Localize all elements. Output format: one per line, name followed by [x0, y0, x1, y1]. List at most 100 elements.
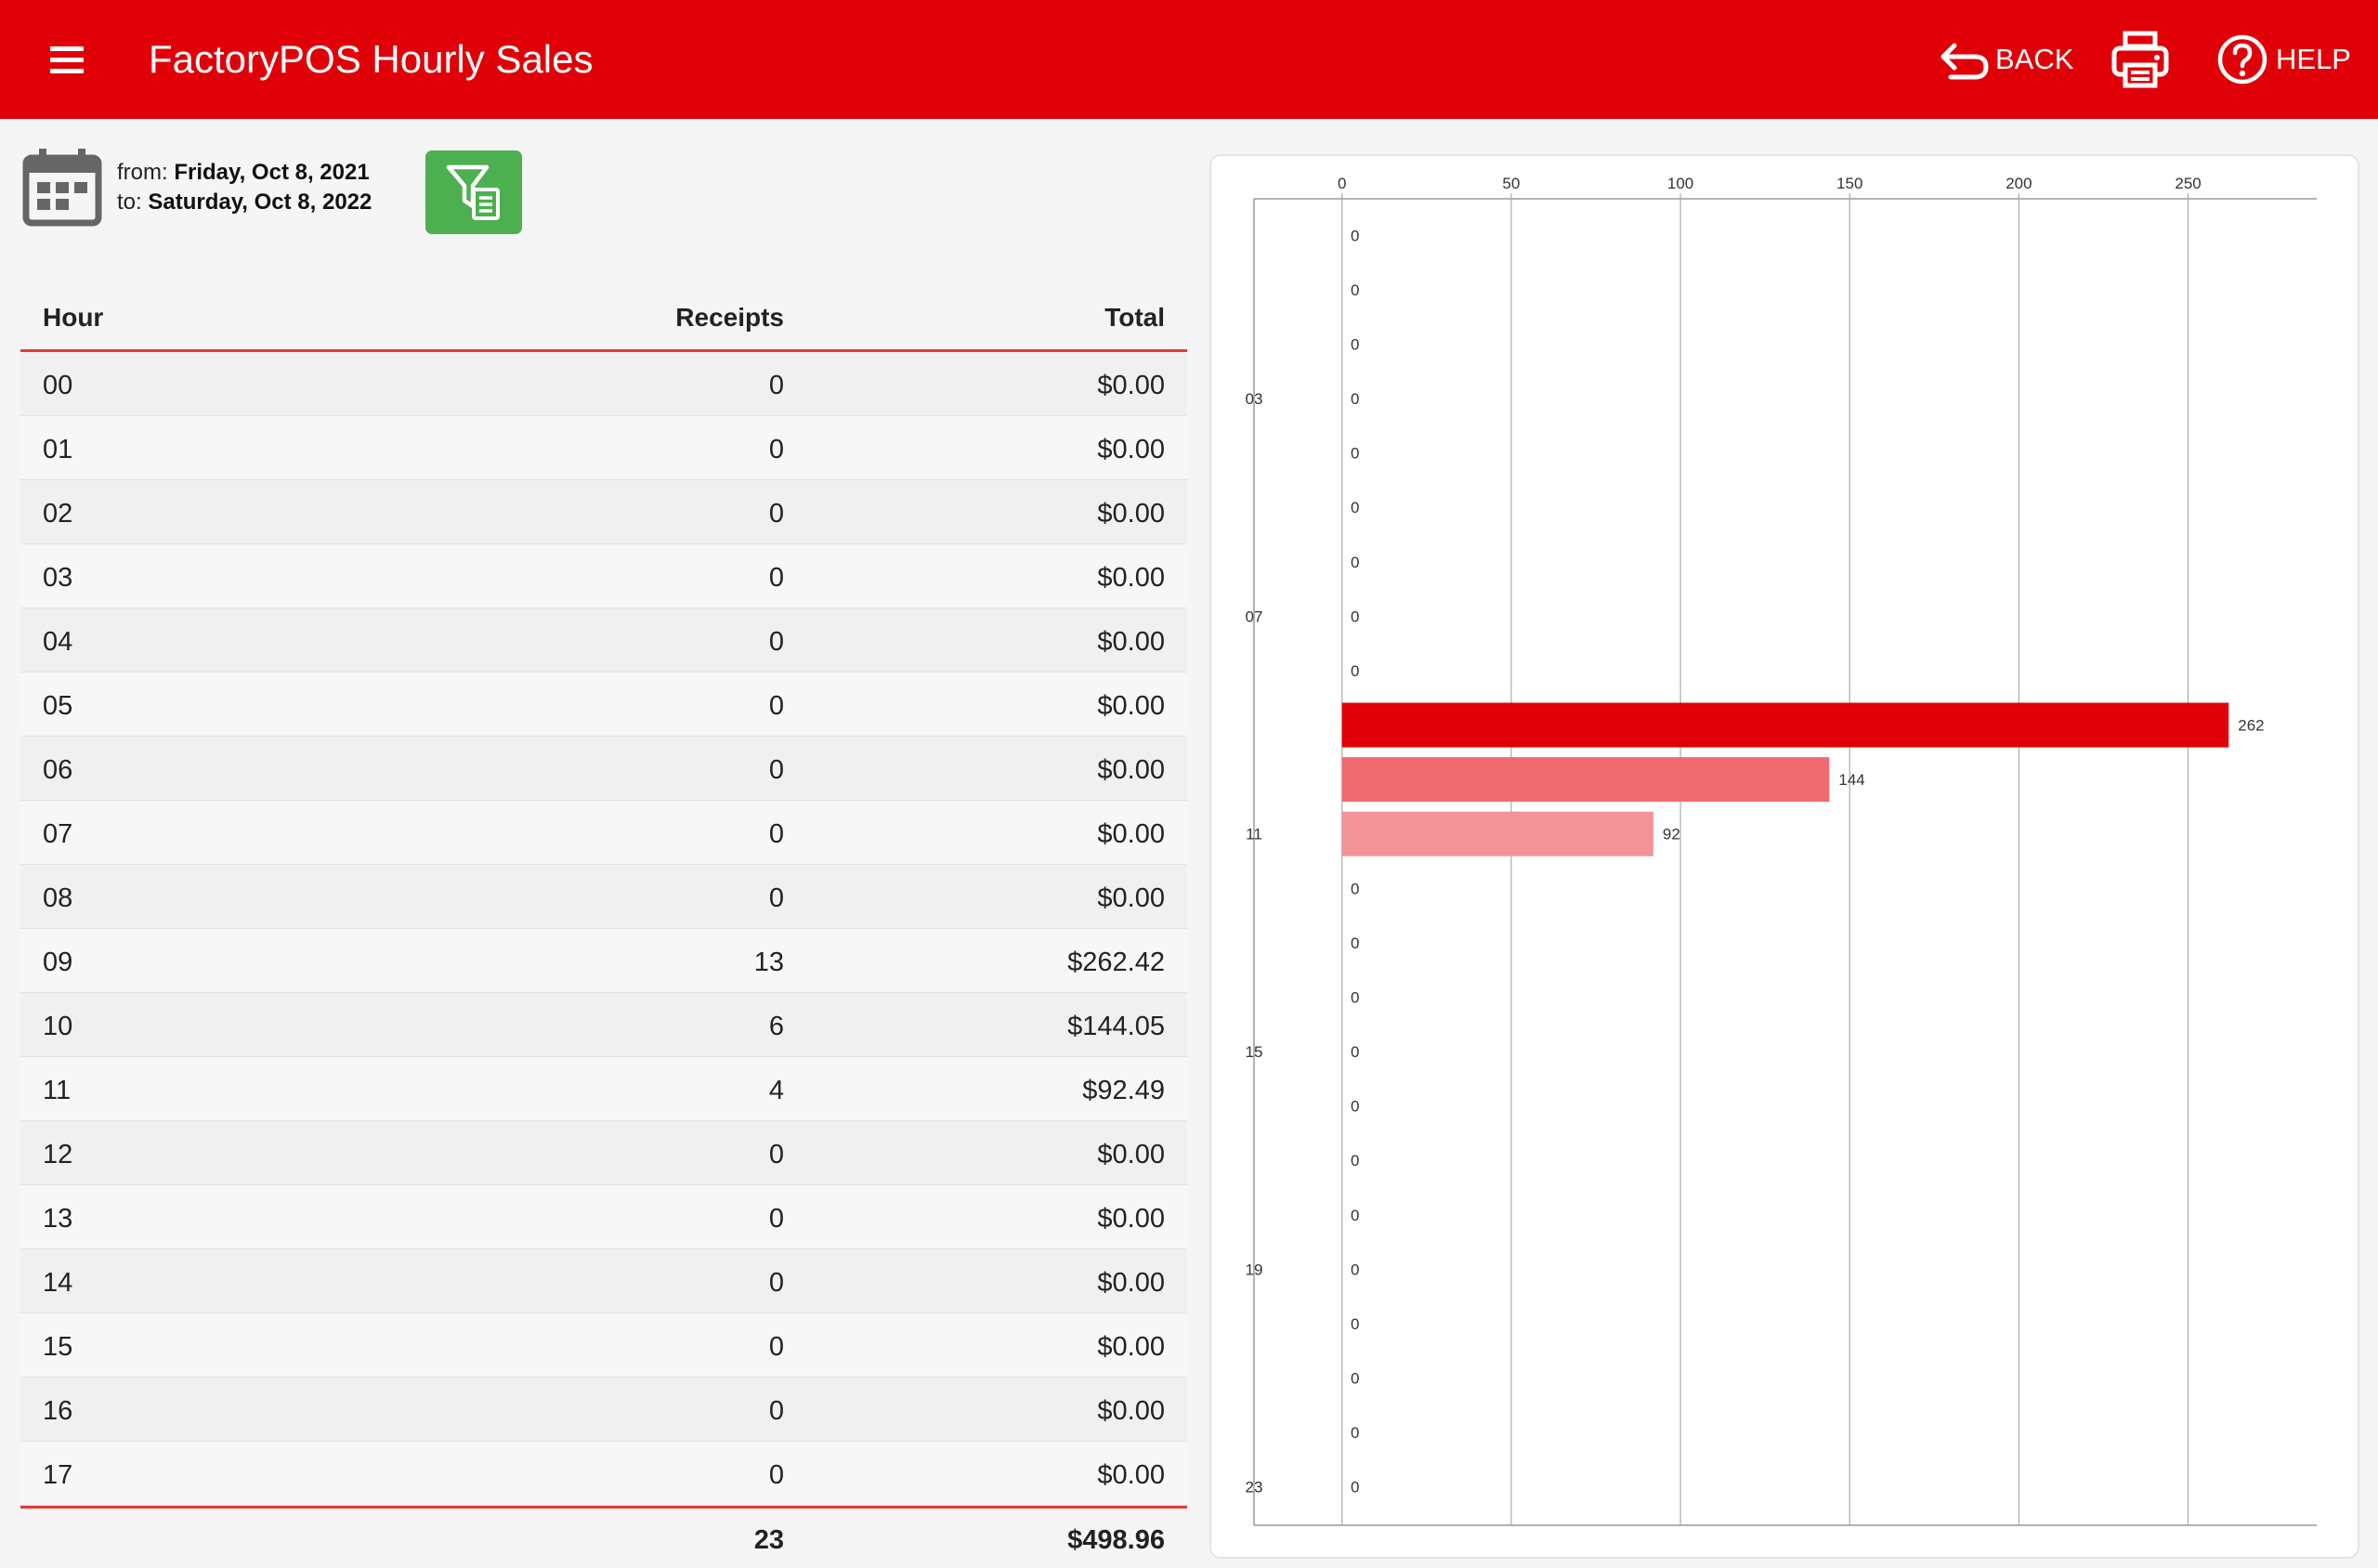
row-receipts-cell: 0: [768, 819, 784, 849]
bar-hour-10[interactable]: [1341, 757, 1830, 803]
y-tick-label: 07: [1246, 608, 1263, 625]
bar-value-label: 0: [1351, 1098, 1359, 1116]
table-row[interactable]: 05 0 $0.00: [20, 673, 1187, 737]
table-row[interactable]: 17 0 $0.00: [20, 1442, 1187, 1506]
row-receipts-cell: 6: [768, 1012, 784, 1041]
table-row[interactable]: 07 0 $0.00: [20, 801, 1187, 865]
x-tick-label: 100: [1667, 175, 1693, 192]
filter-report-icon: [446, 164, 500, 220]
row-total-cell: $0.00: [1097, 1204, 1165, 1234]
page-title: FactoryPOS Hourly Sales: [149, 37, 594, 81]
print-button[interactable]: [2110, 30, 2170, 89]
row-hour-cell: 07: [43, 819, 73, 849]
bar-hour-11[interactable]: [1341, 811, 1653, 856]
row-receipts-cell: 0: [768, 627, 784, 657]
row-receipts-cell: 0: [768, 371, 784, 400]
bar-value-label: 0: [1351, 1207, 1359, 1224]
row-total-cell: $0.00: [1097, 1460, 1165, 1490]
printer-icon: [2111, 31, 2169, 88]
row-hour-cell: 12: [43, 1140, 73, 1169]
bar-value-label: 0: [1351, 1043, 1359, 1061]
bar-value-label: 0: [1351, 934, 1359, 952]
bar-value-label: 0: [1351, 662, 1359, 680]
hourly-sales-bar-chart: 0 50 100 150 200 250 03 07 11 15 19 23 0 0 0 0 0 0 0 0 0 262 1…: [1246, 175, 2317, 1526]
row-hour-cell: 08: [43, 883, 73, 913]
table-row[interactable]: 02 0 $0.00: [20, 480, 1187, 544]
row-total-cell: $0.00: [1097, 371, 1165, 400]
row-receipts-cell: 0: [768, 755, 784, 785]
table-row[interactable]: 01 0 $0.00: [20, 416, 1187, 480]
table-row[interactable]: 15 0 $0.00: [20, 1313, 1187, 1378]
bar-value-label: 0: [1351, 554, 1359, 571]
help-button[interactable]: HELP: [2216, 32, 2351, 87]
table-row[interactable]: 06 0 $0.00: [20, 737, 1187, 801]
row-hour-cell: 16: [43, 1396, 73, 1426]
y-tick-label: 03: [1246, 390, 1263, 408]
bar-value-label: 0: [1351, 1424, 1359, 1442]
footer-sales-total: $498.96: [1067, 1525, 1165, 1555]
back-button[interactable]: BACK: [1940, 32, 2073, 87]
table-row[interactable]: 12 0 $0.00: [20, 1121, 1187, 1185]
table-row[interactable]: 08 0 $0.00: [20, 865, 1187, 929]
bar-value-label: 0: [1351, 988, 1359, 1006]
table-row[interactable]: 09 13 $262.42: [20, 929, 1187, 993]
table-row[interactable]: 00 0 $0.00: [20, 352, 1187, 416]
row-receipts-cell: 0: [768, 1204, 784, 1234]
row-total-cell: $92.49: [1082, 1076, 1165, 1105]
row-hour-cell: 11: [43, 1076, 72, 1105]
row-hour-cell: 06: [43, 755, 73, 785]
bar-value-label: 0: [1351, 281, 1359, 299]
table-row[interactable]: 10 6 $144.05: [20, 993, 1187, 1057]
bar-value-label: 0: [1351, 1261, 1359, 1278]
back-label: BACK: [1995, 43, 2074, 75]
row-receipts-cell: 0: [768, 883, 784, 913]
row-total-cell: $0.00: [1097, 819, 1165, 849]
to-label: to:: [117, 189, 142, 215]
row-total-cell: $0.00: [1097, 1140, 1165, 1169]
top-app-bar: FactoryPOS Hourly Sales BACK HELP: [0, 0, 2378, 119]
bar-value-label: 0: [1351, 499, 1359, 516]
hamburger-menu-icon[interactable]: [45, 37, 89, 82]
row-receipts-cell: 0: [768, 691, 784, 721]
bar-hour-09[interactable]: [1341, 702, 2229, 748]
table-row[interactable]: 14 0 $0.00: [20, 1249, 1187, 1313]
row-total-cell: $0.00: [1097, 435, 1165, 464]
row-receipts-cell: 0: [768, 435, 784, 464]
row-receipts-cell: 0: [768, 1268, 784, 1298]
x-tick-label: 150: [1836, 175, 1862, 192]
column-header-total[interactable]: Total: [1104, 303, 1165, 332]
row-hour-cell: 03: [43, 563, 73, 593]
row-receipts-cell: 13: [753, 947, 784, 977]
table-row[interactable]: 03 0 $0.00: [20, 544, 1187, 608]
row-total-cell: $262.42: [1067, 947, 1165, 977]
filter-button[interactable]: [425, 150, 522, 234]
row-hour-cell: 01: [43, 435, 73, 464]
bar-value-label: 0: [1351, 335, 1359, 353]
row-receipts-cell: 0: [768, 563, 784, 593]
hourly-sales-table: Hour Receipts Total 00 0 $0.00 01 0 $0.00 02 0 $…: [20, 294, 1187, 1568]
bar-value-label: 0: [1351, 1370, 1359, 1388]
footer-receipts-total: 23: [753, 1525, 784, 1555]
bar-value-label: 92: [1663, 826, 1680, 843]
bar-value-label: 144: [1838, 771, 1864, 789]
row-hour-cell: 05: [43, 691, 73, 721]
row-hour-cell: 14: [43, 1268, 73, 1298]
row-total-cell: $0.00: [1097, 1268, 1165, 1298]
row-total-cell: $0.00: [1097, 883, 1165, 913]
column-header-receipts[interactable]: Receipts: [675, 303, 784, 332]
date-range-picker[interactable]: [22, 149, 102, 227]
column-header-hour[interactable]: Hour: [43, 303, 104, 332]
table-row[interactable]: 04 0 $0.00: [20, 608, 1187, 673]
row-total-cell: $0.00: [1097, 499, 1165, 529]
table-row[interactable]: 11 4 $92.49: [20, 1057, 1187, 1121]
from-label: from:: [117, 160, 168, 185]
row-receipts-cell: 0: [768, 1140, 784, 1169]
row-total-cell: $0.00: [1097, 755, 1165, 785]
table-row[interactable]: 16 0 $0.00: [20, 1378, 1187, 1442]
row-hour-cell: 15: [43, 1332, 73, 1362]
row-hour-cell: 13: [43, 1204, 73, 1234]
bar-value-label: 0: [1351, 880, 1359, 897]
help-circle-icon: [2217, 34, 2267, 85]
y-tick-label: 23: [1246, 1479, 1263, 1496]
table-row[interactable]: 13 0 $0.00: [20, 1185, 1187, 1249]
